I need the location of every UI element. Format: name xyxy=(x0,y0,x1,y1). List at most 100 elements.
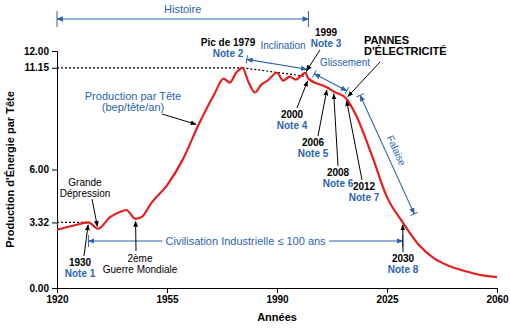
annotation-text: 2030 xyxy=(392,253,415,264)
period-label: Histoire xyxy=(164,3,201,15)
reference-line xyxy=(57,67,242,68)
annotation: 1930Note 1 xyxy=(65,225,96,279)
phase: Glissement xyxy=(312,57,370,94)
x-tick-mark xyxy=(387,288,388,293)
annotation-note: Note 4 xyxy=(277,120,308,131)
annotation-text: 1999 xyxy=(315,27,338,38)
annotation: 2030Note 8 xyxy=(388,225,419,275)
y-tick-label: 3.32 xyxy=(30,217,50,228)
annotation: 2008Note 6 xyxy=(323,94,354,189)
y-tick-mark xyxy=(52,51,57,52)
annotation-text: Dépression xyxy=(60,188,111,199)
period-end-tick xyxy=(308,11,309,27)
plot-area xyxy=(57,68,497,277)
x-axis: 1920 1955 1990 2025 2060 xyxy=(46,288,509,305)
y-tick-mark xyxy=(52,68,57,69)
x-axis-line xyxy=(58,289,498,294)
phase-end-tick xyxy=(246,55,247,63)
x-tick: 2060 xyxy=(486,288,509,305)
annotation-text: 2012 xyxy=(353,181,376,192)
y-axis-line xyxy=(52,52,58,289)
x-tick-label: 2060 xyxy=(486,294,509,305)
annotation-arrow xyxy=(318,90,327,136)
annotation-text: Pic de 1979 xyxy=(201,37,256,48)
x-axis-title: Années xyxy=(257,311,297,323)
y-tick-label: 12.00 xyxy=(24,46,49,57)
annotation-note: Note 7 xyxy=(349,192,380,203)
annotation-note: Note 6 xyxy=(323,178,354,189)
x-tick: 1990 xyxy=(266,288,289,305)
annotation-arrow xyxy=(334,94,338,166)
chart-svg: 1920 1955 1990 2025 2060 0.00 3.32 6.00 11.15 12.… xyxy=(0,0,510,329)
annotation-arrow xyxy=(402,225,403,252)
annotation-arrow xyxy=(297,81,308,108)
label-background xyxy=(163,234,330,248)
annotation-text: Guerre Mondiale xyxy=(103,264,178,275)
annotations: HistoireCivilisation Industrielle ≤ 100 … xyxy=(57,3,447,279)
period-arrow xyxy=(57,18,308,19)
annotation-note: Note 8 xyxy=(388,264,419,275)
period: Histoire xyxy=(57,3,308,27)
annotation-text: (bep/tête/an) xyxy=(102,101,164,113)
annotation: 2012Note 7 xyxy=(347,101,380,203)
series-line xyxy=(57,68,497,277)
y-axis-title: Production d'Énergie par Tête xyxy=(4,91,16,248)
annotation-text: 2008 xyxy=(327,167,350,178)
annotation: 1999Note 3 xyxy=(307,27,342,71)
annotation-text: D'ÉLECTRICITÉ xyxy=(364,45,447,57)
x-tick-mark xyxy=(277,288,278,293)
y-tick-mark xyxy=(52,288,57,289)
y-tick: 6.00 xyxy=(30,164,57,175)
annotation-arrow xyxy=(348,62,380,97)
annotation-arrow xyxy=(84,225,88,256)
annotation-arrow xyxy=(92,199,97,226)
y-axis: 0.00 3.32 6.00 11.15 12.00 xyxy=(24,46,58,294)
annotation-arrow xyxy=(135,221,136,251)
x-tick-label: 2025 xyxy=(376,294,399,305)
y-tick: 11.15 xyxy=(25,62,57,73)
annotation: Pic de 1979Note 2 xyxy=(201,37,256,59)
y-tick-mark xyxy=(52,222,57,223)
y-tick-label: 0.00 xyxy=(30,283,50,294)
annotation: GrandeDépression xyxy=(60,177,111,226)
x-tick: 2025 xyxy=(376,288,399,305)
x-tick-mark xyxy=(167,288,168,293)
annotation: 2èmeGuerre Mondiale xyxy=(103,221,178,275)
y-tick: 0.00 xyxy=(30,283,57,294)
x-tick: 1920 xyxy=(46,288,69,305)
phase-arrow xyxy=(314,74,346,91)
annotation-arrow xyxy=(347,101,362,180)
annotation: 2006Note 5 xyxy=(298,90,329,159)
phase-label: Falaise xyxy=(385,134,409,168)
annotation-text: Grande xyxy=(68,177,102,188)
annotation: Production par Tête(bep/tête/an) xyxy=(85,90,196,124)
annotation-arrow xyxy=(307,50,320,71)
phase-end-tick xyxy=(411,212,418,215)
annotation-text: 2000 xyxy=(281,109,304,120)
annotation-note: Note 5 xyxy=(298,148,329,159)
x-tick: 1955 xyxy=(156,288,179,305)
x-tick-label: 1955 xyxy=(156,294,179,305)
x-tick-label: 1920 xyxy=(46,294,69,305)
chart-container: 1920 1955 1990 2025 2060 0.00 3.32 6.00 11.15 12.… xyxy=(0,0,510,329)
phase-end-tick xyxy=(345,87,349,94)
x-tick-mark xyxy=(497,288,498,293)
y-tick: 3.32 xyxy=(30,217,57,228)
annotation: PANNESD'ÉLECTRICITÉ xyxy=(348,34,447,97)
annotation: 2000Note 4 xyxy=(277,81,308,131)
phase-label: Glissement xyxy=(320,57,370,68)
annotation-note: Note 1 xyxy=(65,268,96,279)
annotation-text: 1930 xyxy=(69,257,92,268)
y-tick: 12.00 xyxy=(24,46,57,57)
phase-end-tick xyxy=(356,94,363,97)
phase: Inclination xyxy=(246,40,307,73)
phase-label: Inclination xyxy=(260,40,305,51)
y-tick-label: 11.15 xyxy=(25,62,50,73)
annotation-arrow xyxy=(162,114,196,124)
y-tick-label: 6.00 xyxy=(30,164,50,175)
annotation-note: Note 2 xyxy=(213,48,244,59)
period-end-tick xyxy=(88,235,89,247)
period-end-tick xyxy=(57,11,58,27)
phase-arrow xyxy=(247,59,307,69)
annotation-text: 2ème xyxy=(127,253,152,264)
